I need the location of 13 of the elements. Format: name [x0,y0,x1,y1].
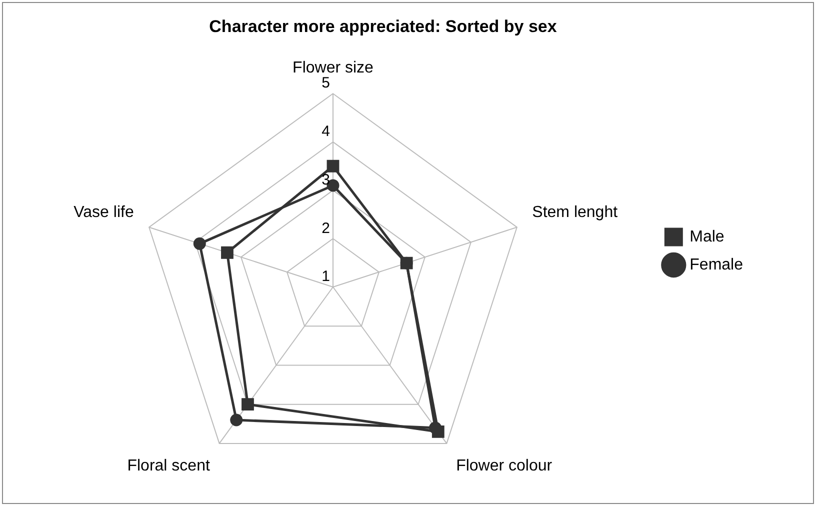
spoke-label: Floral scent [127,457,210,474]
legend-label: Male [690,228,724,246]
y-tick-label: 1 [322,268,330,286]
chart-title: Character more appreciated: Sorted by sex [209,16,558,36]
spoke-label: Flower size [292,59,374,76]
y-tick-label: 5 [322,74,330,92]
spoke-label: Vase life [74,204,134,222]
y-tick-label: 3 [322,171,330,188]
y-tick-label: 4 [322,123,330,140]
spoke-label: Stem lenght [532,204,618,222]
legend-label: Female [690,256,744,274]
y-tick-label: 2 [322,220,330,237]
spoke-label: Flower colour [456,457,553,474]
